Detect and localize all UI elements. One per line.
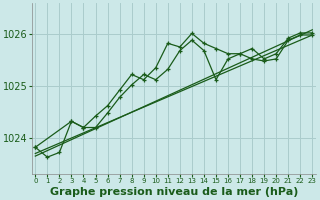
X-axis label: Graphe pression niveau de la mer (hPa): Graphe pression niveau de la mer (hPa): [50, 187, 298, 197]
